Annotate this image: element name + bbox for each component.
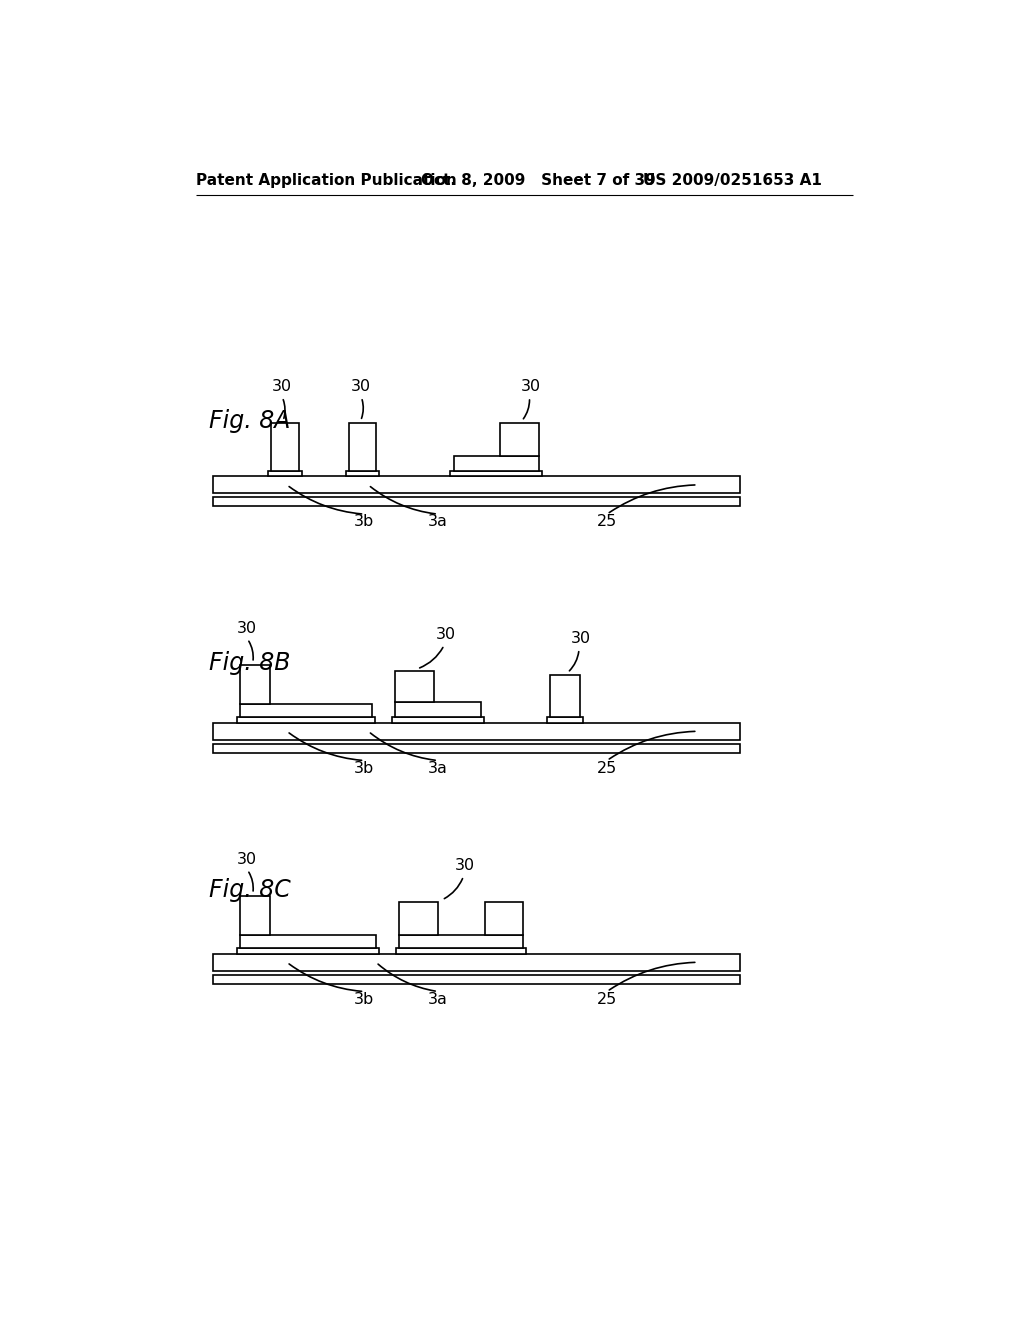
Bar [484, 903, 523, 935]
Bar [349, 424, 376, 471]
Bar [547, 718, 583, 723]
Bar [238, 949, 379, 954]
Bar [395, 702, 480, 718]
Text: 3a: 3a [428, 760, 447, 776]
Bar [451, 471, 542, 477]
Text: 30: 30 [570, 631, 591, 645]
Text: 3b: 3b [354, 760, 375, 776]
Text: Fig. 8B: Fig. 8B [209, 651, 291, 676]
Text: 30: 30 [521, 379, 541, 395]
Bar [213, 477, 740, 494]
Bar [241, 704, 372, 718]
Bar [346, 471, 379, 477]
Text: 3b: 3b [354, 991, 375, 1007]
Bar [550, 675, 580, 718]
Text: 30: 30 [435, 627, 456, 642]
Bar [241, 896, 270, 935]
Text: 30: 30 [272, 379, 292, 395]
Text: Fig. 8A: Fig. 8A [209, 409, 291, 433]
Bar [213, 743, 740, 752]
Text: 30: 30 [351, 379, 372, 395]
Bar [392, 718, 483, 723]
Text: 30: 30 [238, 851, 257, 867]
Text: US 2009/0251653 A1: US 2009/0251653 A1 [643, 173, 822, 187]
Text: 30: 30 [238, 620, 257, 636]
Bar [399, 903, 438, 935]
Bar [500, 424, 539, 455]
Text: 25: 25 [597, 991, 617, 1007]
Bar [268, 471, 302, 477]
Text: Patent Application Publication: Patent Application Publication [197, 173, 457, 187]
Bar [238, 718, 375, 723]
Bar [213, 723, 740, 739]
Bar [271, 424, 299, 471]
Text: 25: 25 [597, 760, 617, 776]
Bar [454, 455, 539, 471]
Text: Fig. 8C: Fig. 8C [209, 878, 291, 903]
Bar [395, 672, 434, 702]
Text: 3a: 3a [428, 515, 447, 529]
Text: 3a: 3a [428, 991, 447, 1007]
Bar [241, 935, 376, 949]
Bar [213, 974, 740, 983]
Bar [241, 665, 270, 704]
Bar [399, 935, 523, 949]
Bar [396, 949, 526, 954]
Text: Oct. 8, 2009   Sheet 7 of 39: Oct. 8, 2009 Sheet 7 of 39 [421, 173, 655, 187]
Bar [213, 954, 740, 970]
Text: 3b: 3b [354, 515, 375, 529]
Text: 25: 25 [597, 515, 617, 529]
Bar [213, 498, 740, 507]
Text: 30: 30 [455, 858, 475, 873]
